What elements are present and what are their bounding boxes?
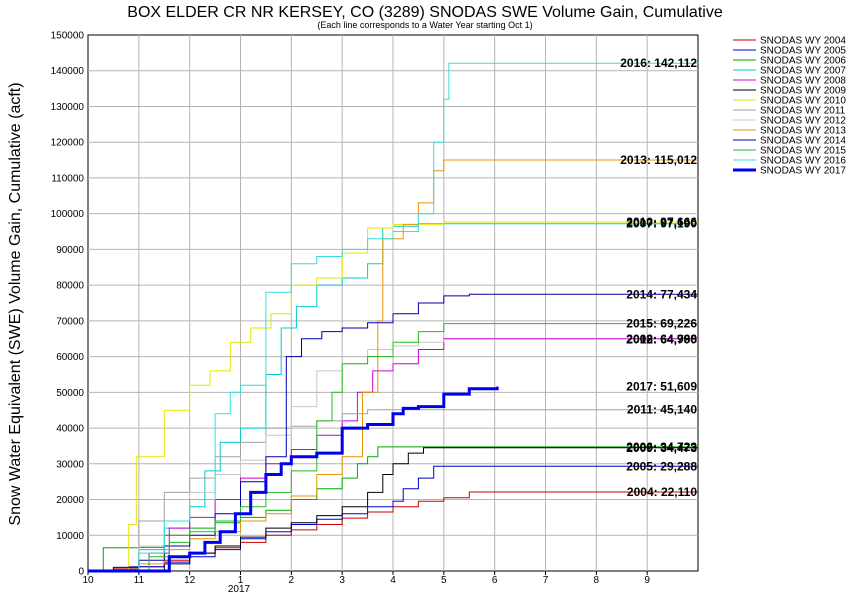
- series-end-label-5: 2009: 34,473: [626, 441, 697, 455]
- series-line-4: [88, 338, 698, 572]
- legend-entry: SNODAS WY 2011: [760, 106, 846, 117]
- y-tick-label: 140000: [51, 66, 85, 77]
- y-tick-label: 20000: [56, 495, 84, 506]
- y-tick-label: 130000: [51, 102, 85, 113]
- series-line-1: [88, 465, 698, 572]
- series-end-label-8: 2012: 64,790: [626, 332, 697, 346]
- x-tick-label: 9: [644, 575, 650, 586]
- legend-entry: SNODAS WY 2008: [760, 76, 846, 87]
- legend-entry: SNODAS WY 2014: [760, 136, 846, 147]
- y-tick-label: 90000: [56, 245, 84, 256]
- y-tick-label: 0: [78, 567, 84, 578]
- y-tick-label: 70000: [56, 316, 84, 327]
- y-axis-label: Snow Water Equivalent (SWE) Volume Gain,…: [7, 82, 24, 525]
- x-tick-label: 1: [238, 575, 244, 586]
- legend-entry: SNODAS WY 2009: [760, 86, 846, 97]
- x-tick-label: 7: [543, 575, 549, 586]
- x-tick-label: 3: [339, 575, 345, 586]
- legend-entry: SNODAS WY 2015: [760, 146, 846, 157]
- series-end-label-4: 2008: 64,988: [626, 332, 697, 346]
- legend-entry: SNODAS WY 2005: [760, 46, 846, 57]
- x-tick-label: 8: [594, 575, 600, 586]
- series-line-6: [88, 221, 698, 572]
- end-labels: 2004: 22,110 2005: 29,288 2006: 34,723 2007…: [620, 56, 697, 499]
- y-tick-label: 40000: [56, 424, 84, 435]
- y-tick-label: 100000: [51, 209, 85, 220]
- legend-entry: SNODAS WY 2010: [760, 96, 846, 107]
- legend-entry: SNODAS WY 2004: [760, 36, 846, 47]
- series-end-label-7: 2011: 45,140: [627, 403, 697, 417]
- chart-title: BOX ELDER CR NR KERSEY, CO (3289) SNODAS…: [127, 4, 723, 21]
- legend-entry: SNODAS WY 2016: [760, 156, 846, 167]
- y-tick-label: 80000: [56, 281, 84, 292]
- legend-entry: SNODAS WY 2017: [760, 166, 846, 177]
- x-tick-label: 12: [184, 575, 196, 586]
- series-line-13: [88, 386, 499, 573]
- series-end-label-0: 2004: 22,110: [627, 485, 697, 499]
- series-line-7: [88, 409, 698, 572]
- legend-entry: SNODAS WY 2007: [760, 66, 846, 77]
- y-tick-label: 50000: [56, 388, 84, 399]
- x-year-label: 2017: [228, 584, 251, 595]
- series-line-11: [88, 323, 698, 572]
- series-lines: [88, 62, 698, 573]
- series-end-label-3: 2007: 97,190: [626, 217, 697, 231]
- legend-entry: SNODAS WY 2006: [760, 56, 846, 67]
- y-axis-ticks: 0 10000 20000 30000 40000 50000 60000 70000 8000…: [51, 31, 85, 578]
- x-tick-label: 5: [441, 575, 447, 586]
- y-tick-label: 30000: [56, 459, 84, 470]
- series-end-label-2: 2006: 34,723: [626, 440, 697, 454]
- series-line-12: [88, 62, 698, 572]
- series-end-label-13: 2017: 51,609: [626, 380, 697, 394]
- x-axis-ticks: 10 11 12 1 2 3 4 5 6 7 8 9: [82, 571, 650, 586]
- x-tick-label: 11: [134, 575, 145, 586]
- x-tick-label: 4: [390, 575, 396, 586]
- x-tick-label: 10: [82, 575, 94, 586]
- x-tick-label: 2: [289, 575, 295, 586]
- series-end-label-11: 2015: 69,226: [626, 317, 697, 331]
- series-end-label-12: 2016: 142,112: [620, 56, 697, 70]
- series-end-label-1: 2005: 29,288: [626, 459, 697, 473]
- y-tick-label: 60000: [56, 352, 84, 363]
- legend-entry: SNODAS WY 2012: [760, 116, 846, 127]
- y-tick-label: 10000: [56, 531, 84, 542]
- series-end-label-10: 2014: 77,434: [626, 287, 697, 301]
- x-tick-label: 6: [492, 575, 498, 586]
- y-tick-label: 110000: [51, 173, 84, 184]
- y-tick-label: 120000: [51, 138, 85, 149]
- legend-entry: SNODAS WY 2013: [760, 126, 846, 137]
- series-end-label-6: 2010: 97,666: [626, 215, 697, 229]
- y-tick-label: 150000: [51, 31, 85, 42]
- series-end-label-9: 2013: 115,012: [620, 153, 697, 167]
- chart-subtitle: (Each line corresponds to a Water Year s…: [317, 20, 532, 30]
